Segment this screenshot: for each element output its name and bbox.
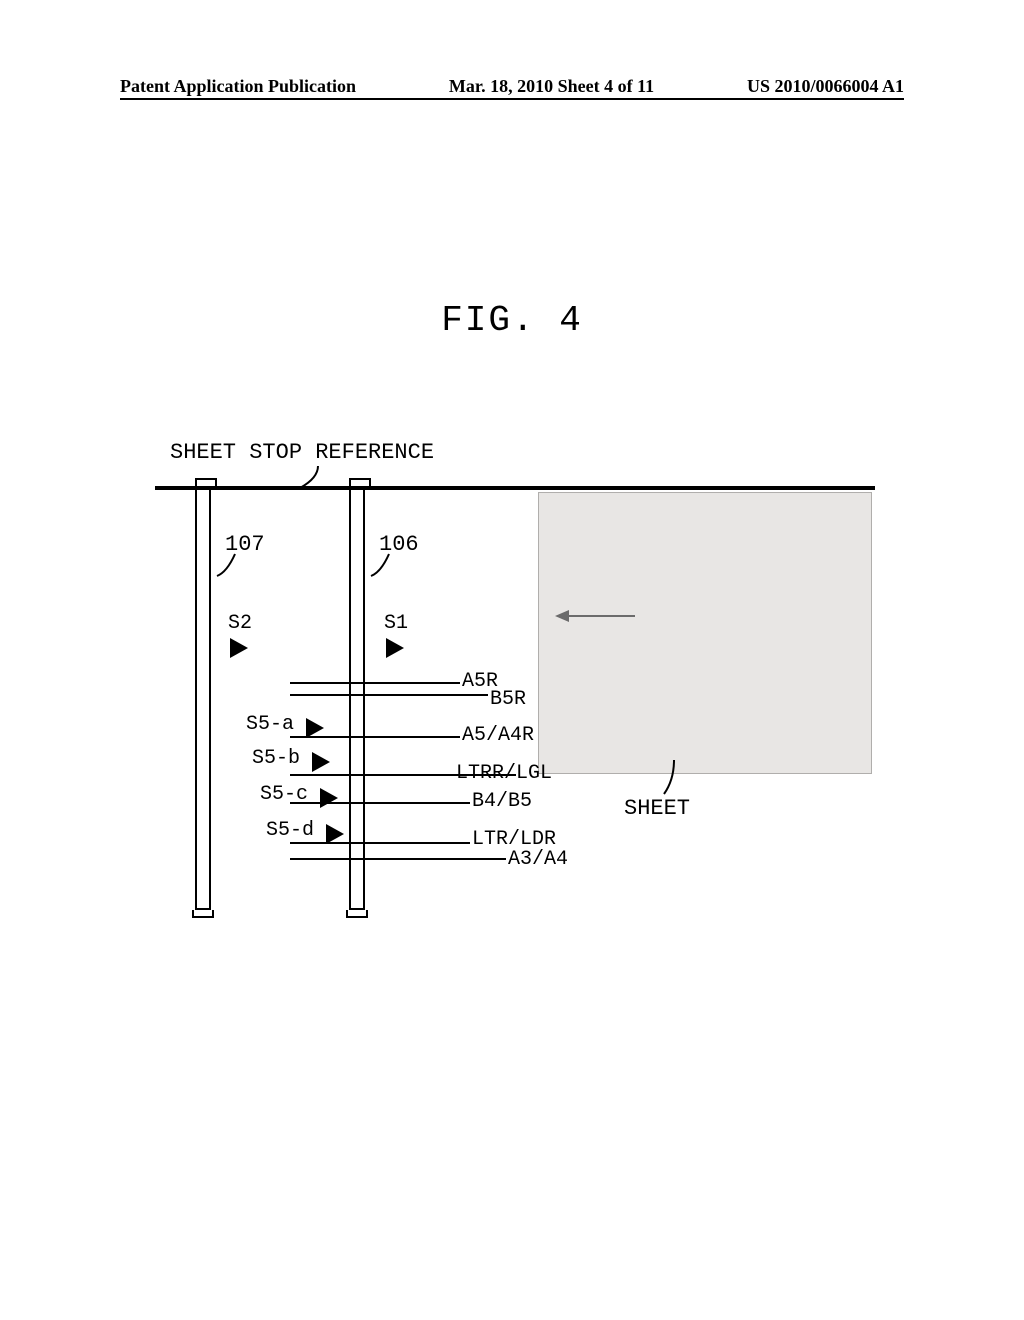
cap-106 <box>346 910 368 918</box>
size-label-ltrr-lgl: LTRR/LGL <box>456 762 552 785</box>
sensor-s5c-marker-icon <box>320 788 338 808</box>
sheet-label: SHEET <box>624 796 690 821</box>
header-left: Patent Application Publication <box>120 76 356 97</box>
sheet-stop-reference-label: SHEET STOP REFERENCE <box>170 440 434 465</box>
sheet-leader <box>674 760 694 800</box>
size-line-b5r <box>290 694 488 696</box>
tab-106 <box>349 478 371 486</box>
sensor-s1-label: S1 <box>384 612 408 635</box>
figure-title: FIG. 4 <box>0 300 1024 341</box>
sensor-s2-marker-icon <box>230 638 248 658</box>
sensor-s5a-marker-icon <box>306 718 324 738</box>
guide-bar-106 <box>349 490 365 910</box>
cap-107 <box>192 910 214 918</box>
sensor-s5d-label: S5-d <box>266 819 314 842</box>
size-line-a5r <box>290 682 460 684</box>
header-center: Mar. 18, 2010 Sheet 4 of 11 <box>449 76 654 97</box>
guide-bar-107 <box>195 490 211 910</box>
sensor-s5b-label: S5-b <box>252 747 300 770</box>
size-label-a3-a4: A3/A4 <box>508 848 568 871</box>
header-rule <box>120 98 904 100</box>
size-line-ltr-ldr <box>290 842 470 844</box>
leader-106 <box>371 554 401 584</box>
diagram-area: SHEET STOP REFERENCE 107 106 SHEET S1 S2… <box>130 440 890 920</box>
patent-header: Patent Application Publication Mar. 18, … <box>0 76 1024 97</box>
sheet-rect <box>538 492 872 774</box>
tab-107 <box>195 478 217 486</box>
size-line-a3-a4 <box>290 858 506 860</box>
sensor-s2-label: S2 <box>228 612 252 635</box>
sensor-s5b-marker-icon <box>312 752 330 772</box>
leader-107 <box>217 554 247 584</box>
sensor-s5a-label: S5-a <box>246 713 294 736</box>
sheet-stop-leader <box>300 466 340 496</box>
header-right: US 2010/0066004 A1 <box>747 76 904 97</box>
size-line-b4-b5 <box>290 802 470 804</box>
top-reference-bar <box>155 486 875 490</box>
size-label-b4-b5: B4/B5 <box>472 790 532 813</box>
size-label-a5-a4r: A5/A4R <box>462 724 534 747</box>
sheet-direction-arrow-icon <box>555 610 645 624</box>
sensor-s1-marker-icon <box>386 638 404 658</box>
size-line-a5-a4r <box>290 736 460 738</box>
sensor-s5d-marker-icon <box>326 824 344 844</box>
size-label-b5r: B5R <box>490 688 526 711</box>
